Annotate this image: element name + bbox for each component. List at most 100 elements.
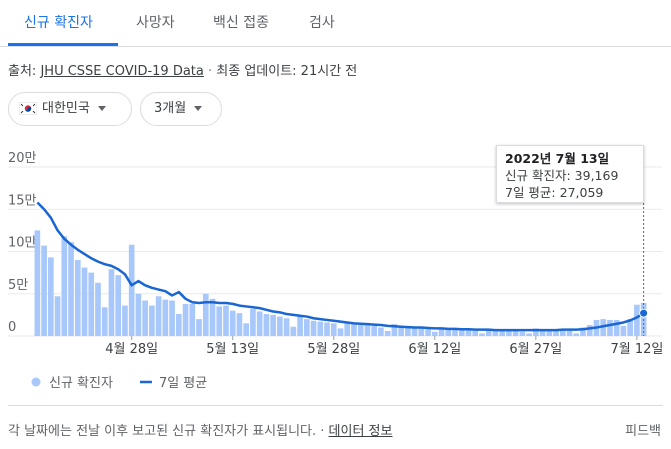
tooltip: 2022년 7월 13일 신규 확진자: 39,169 7일 평균: 27,05… <box>496 145 644 203</box>
bar <box>458 329 465 336</box>
bar <box>310 320 317 336</box>
bar <box>344 321 351 336</box>
y-tick-label: 20만 <box>8 151 37 166</box>
y-tick-label: 0 <box>8 320 16 335</box>
bar <box>196 319 202 336</box>
source-label: 출처: <box>8 64 37 79</box>
bar <box>627 319 633 336</box>
bar <box>499 330 505 336</box>
chart: 0 5만 10만 15만 20만 4월 28일 5월 13일 5월 28일 6월 12일 6월 2… <box>8 151 663 391</box>
bar <box>128 244 135 336</box>
bar <box>182 303 189 336</box>
bar <box>68 242 74 336</box>
divider <box>8 405 663 406</box>
bar <box>216 306 223 336</box>
bar <box>290 326 297 336</box>
bar <box>176 314 182 336</box>
bar <box>371 325 378 336</box>
update-info: 최종 업데이트: 21시간 전 <box>216 64 358 79</box>
bar <box>317 321 324 336</box>
bar <box>398 325 404 336</box>
bar <box>263 314 270 336</box>
bar <box>418 328 425 336</box>
x-tick-label: 6월 27일 <box>509 342 562 357</box>
bar <box>61 236 68 336</box>
data-info-link[interactable]: 데이터 정보 <box>328 424 393 439</box>
flag-icon <box>18 101 38 116</box>
bar <box>48 257 54 336</box>
bar <box>445 328 452 336</box>
bar <box>162 299 169 336</box>
region-label: 대한민국 <box>42 101 90 116</box>
tab[interactable]: 신규 확진자 <box>24 15 93 31</box>
bar <box>378 327 384 336</box>
source-link[interactable]: JHU CSSE COVID-19 Data <box>40 64 204 79</box>
legend-marker <box>31 377 41 387</box>
bar <box>209 298 216 336</box>
bar <box>283 318 290 336</box>
bar <box>229 310 236 336</box>
bar <box>566 330 573 336</box>
y-tick-label: 10만 <box>8 236 37 251</box>
divider <box>0 46 671 47</box>
bar <box>485 329 492 336</box>
bar <box>142 300 148 336</box>
bar <box>270 314 276 336</box>
bar <box>479 333 485 336</box>
bar <box>506 330 512 336</box>
tab[interactable]: 백신 접종 <box>213 15 269 31</box>
bar <box>330 323 337 336</box>
bar <box>243 323 250 336</box>
bar <box>81 267 88 336</box>
tooltip-line: 신규 확진자: 39,169 <box>505 168 619 183</box>
bar <box>101 307 108 336</box>
period-label: 3개월 <box>154 101 187 116</box>
bar <box>74 259 81 336</box>
footer-text: 각 날짜에는 전날 이후 보고된 신규 확진자가 표시됩니다. <box>8 424 317 439</box>
y-tick-label: 15만 <box>8 193 37 208</box>
bar <box>223 305 229 336</box>
bar <box>573 333 580 336</box>
bar <box>519 331 526 336</box>
bar <box>34 230 41 336</box>
bar <box>277 316 283 336</box>
bar <box>539 329 546 336</box>
bar <box>189 303 196 336</box>
bar <box>357 325 364 336</box>
bar <box>135 293 142 336</box>
x-tick-label: 7월 12일 <box>610 342 663 357</box>
footer-note: 각 날짜에는 전날 이후 보고된 신규 확진자가 표시됩니다. · 데이터 정보 <box>8 424 393 439</box>
period-chip[interactable]: 3개월 <box>140 92 222 126</box>
line <box>36 201 645 332</box>
bar <box>95 282 101 336</box>
x-tick-label: 5월 28일 <box>307 342 360 357</box>
bar <box>533 328 539 336</box>
source-line: 출처: JHU CSSE COVID-19 Data · 최종 업데이트: 21… <box>8 64 358 79</box>
y-tick-label: 5만 <box>8 278 28 293</box>
bar <box>122 305 128 336</box>
bar <box>54 296 61 336</box>
bar <box>607 319 613 336</box>
region-chip[interactable]: 대한민국 <box>8 92 132 126</box>
bar <box>613 319 620 336</box>
bar <box>559 330 566 336</box>
tooltip-line: 7일 평균: 27,059 <box>505 185 604 200</box>
bar <box>438 327 445 336</box>
bar <box>492 330 499 336</box>
bar <box>620 325 627 336</box>
bar <box>512 330 519 336</box>
bar <box>256 311 263 336</box>
bar <box>546 330 553 336</box>
bar <box>431 331 438 336</box>
bar <box>405 326 411 336</box>
bar <box>634 304 640 336</box>
bar <box>425 329 431 336</box>
bar <box>149 305 155 336</box>
bar <box>169 300 175 336</box>
tab[interactable]: 검사 <box>309 15 335 31</box>
tab[interactable]: 사망자 <box>136 15 175 31</box>
bar <box>452 329 458 336</box>
feedback-link[interactable]: 피드백 <box>625 424 661 439</box>
bar <box>236 313 243 336</box>
